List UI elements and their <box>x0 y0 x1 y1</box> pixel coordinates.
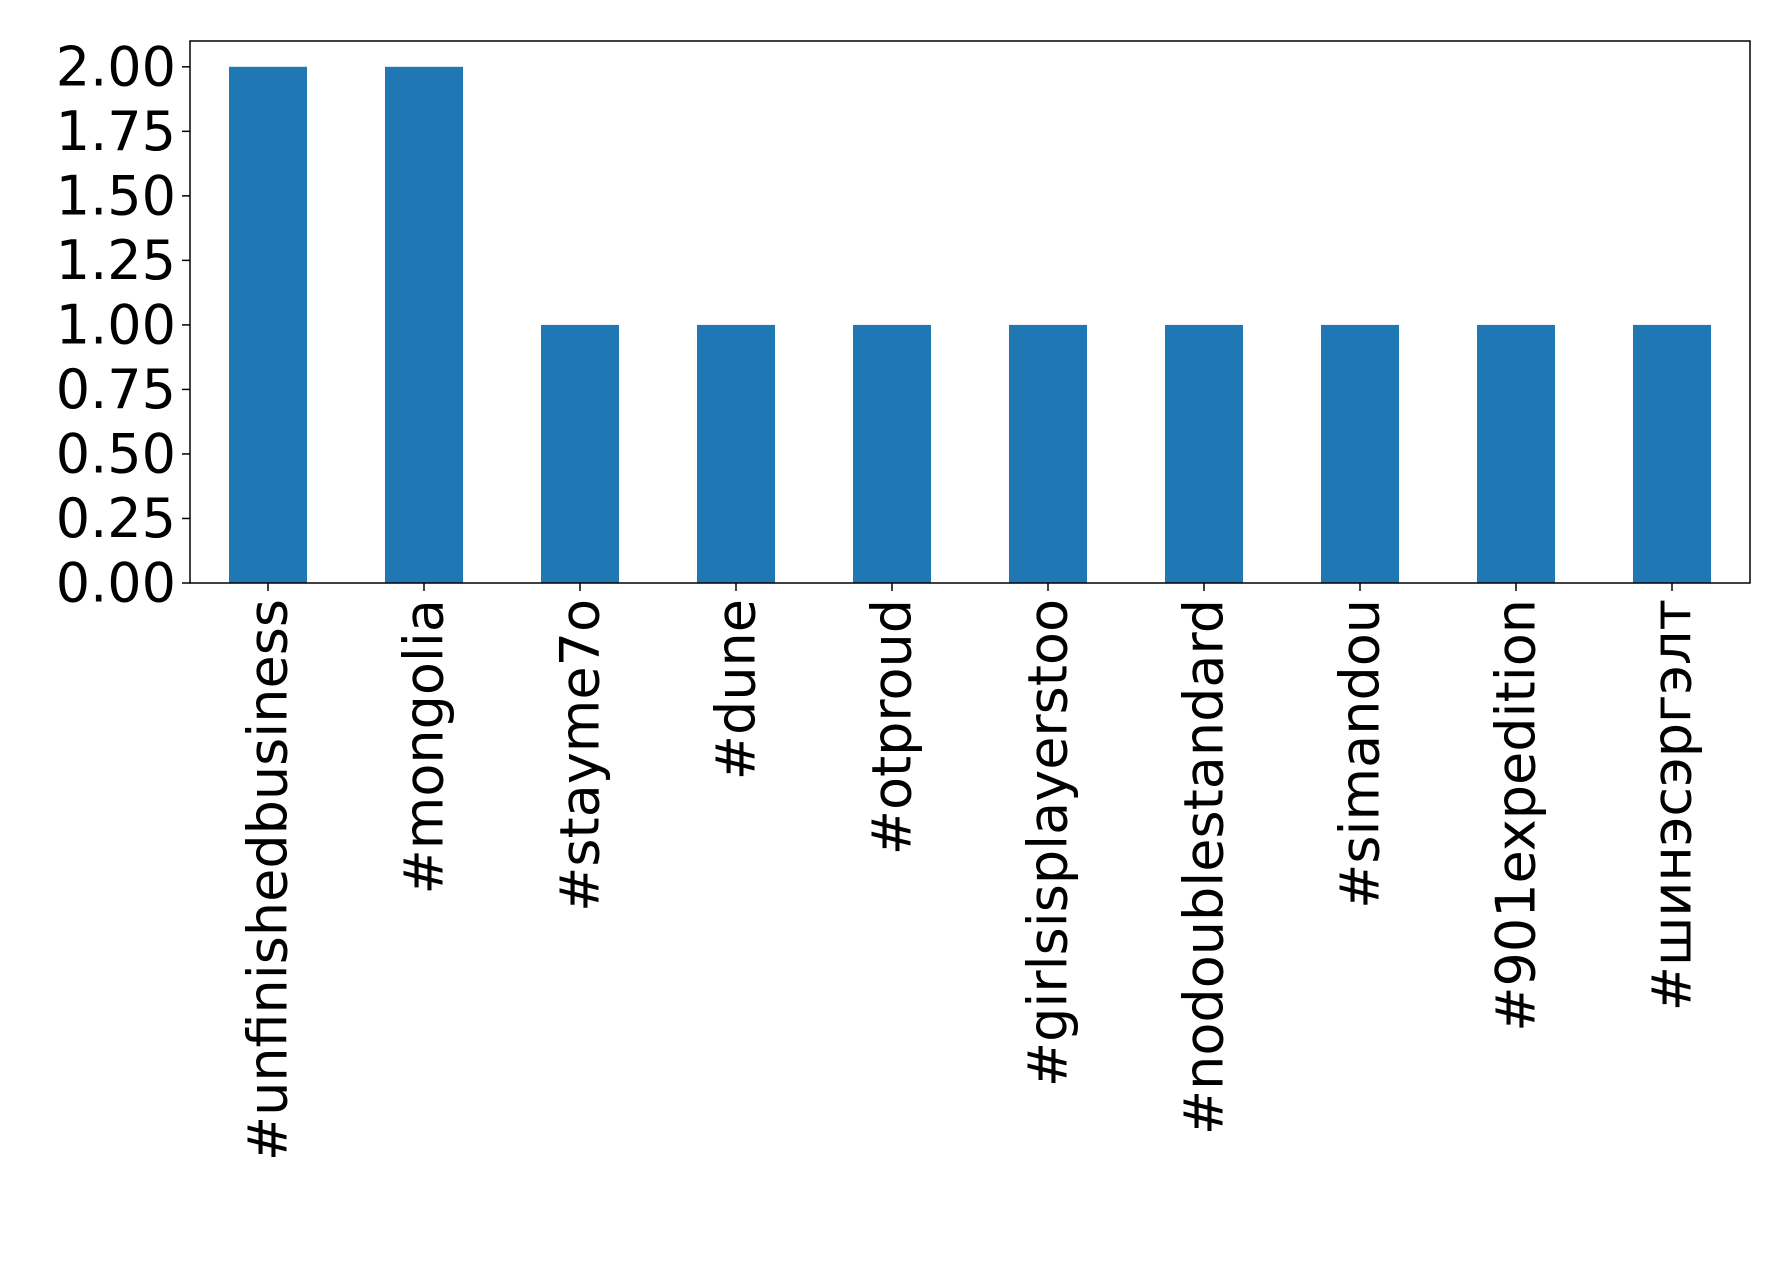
x-tick-label: #mongolia <box>393 599 456 895</box>
bar <box>1165 324 1243 583</box>
x-tick-label: #шинэсэргэлт <box>1641 599 1704 1011</box>
y-tick-label: 1.50 <box>56 164 176 227</box>
bar <box>697 324 775 583</box>
bar <box>229 66 307 584</box>
x-tick-label: #stayme7o <box>549 599 612 912</box>
x-axis: #unfinishedbusiness #mongolia #stayme7o #du… <box>237 583 1704 1161</box>
x-tick-label: #nodoublestandard <box>1173 599 1236 1135</box>
y-tick-label: 2.00 <box>56 35 176 98</box>
bar <box>1477 324 1555 583</box>
x-tick-label: #girlsisplayerstoo <box>1017 599 1080 1087</box>
bars-group <box>229 66 1711 584</box>
x-tick-label: #901expedition <box>1485 599 1548 1032</box>
y-tick-label: 1.00 <box>56 293 176 356</box>
y-tick-label: 1.75 <box>56 100 176 163</box>
y-axis: 0.000.250.500.751.001.251.501.752.00 <box>56 35 190 615</box>
x-tick-label: #simandou <box>1329 599 1392 909</box>
bar <box>1633 324 1711 583</box>
bar <box>541 324 619 583</box>
bar <box>1009 324 1087 583</box>
bar <box>853 324 931 583</box>
bar <box>385 66 463 584</box>
y-tick-label: 0.00 <box>56 552 176 615</box>
y-tick-label: 0.25 <box>56 487 176 550</box>
bar <box>1321 324 1399 583</box>
y-tick-label: 0.75 <box>56 358 176 421</box>
x-tick-label: #otproud <box>861 599 924 855</box>
plot-frame <box>189 40 1751 584</box>
y-tick-label: 1.25 <box>56 229 176 292</box>
x-tick-label: #dune <box>705 599 768 780</box>
x-tick-label: #unfinishedbusiness <box>237 599 300 1161</box>
y-tick-label: 0.50 <box>56 422 176 485</box>
